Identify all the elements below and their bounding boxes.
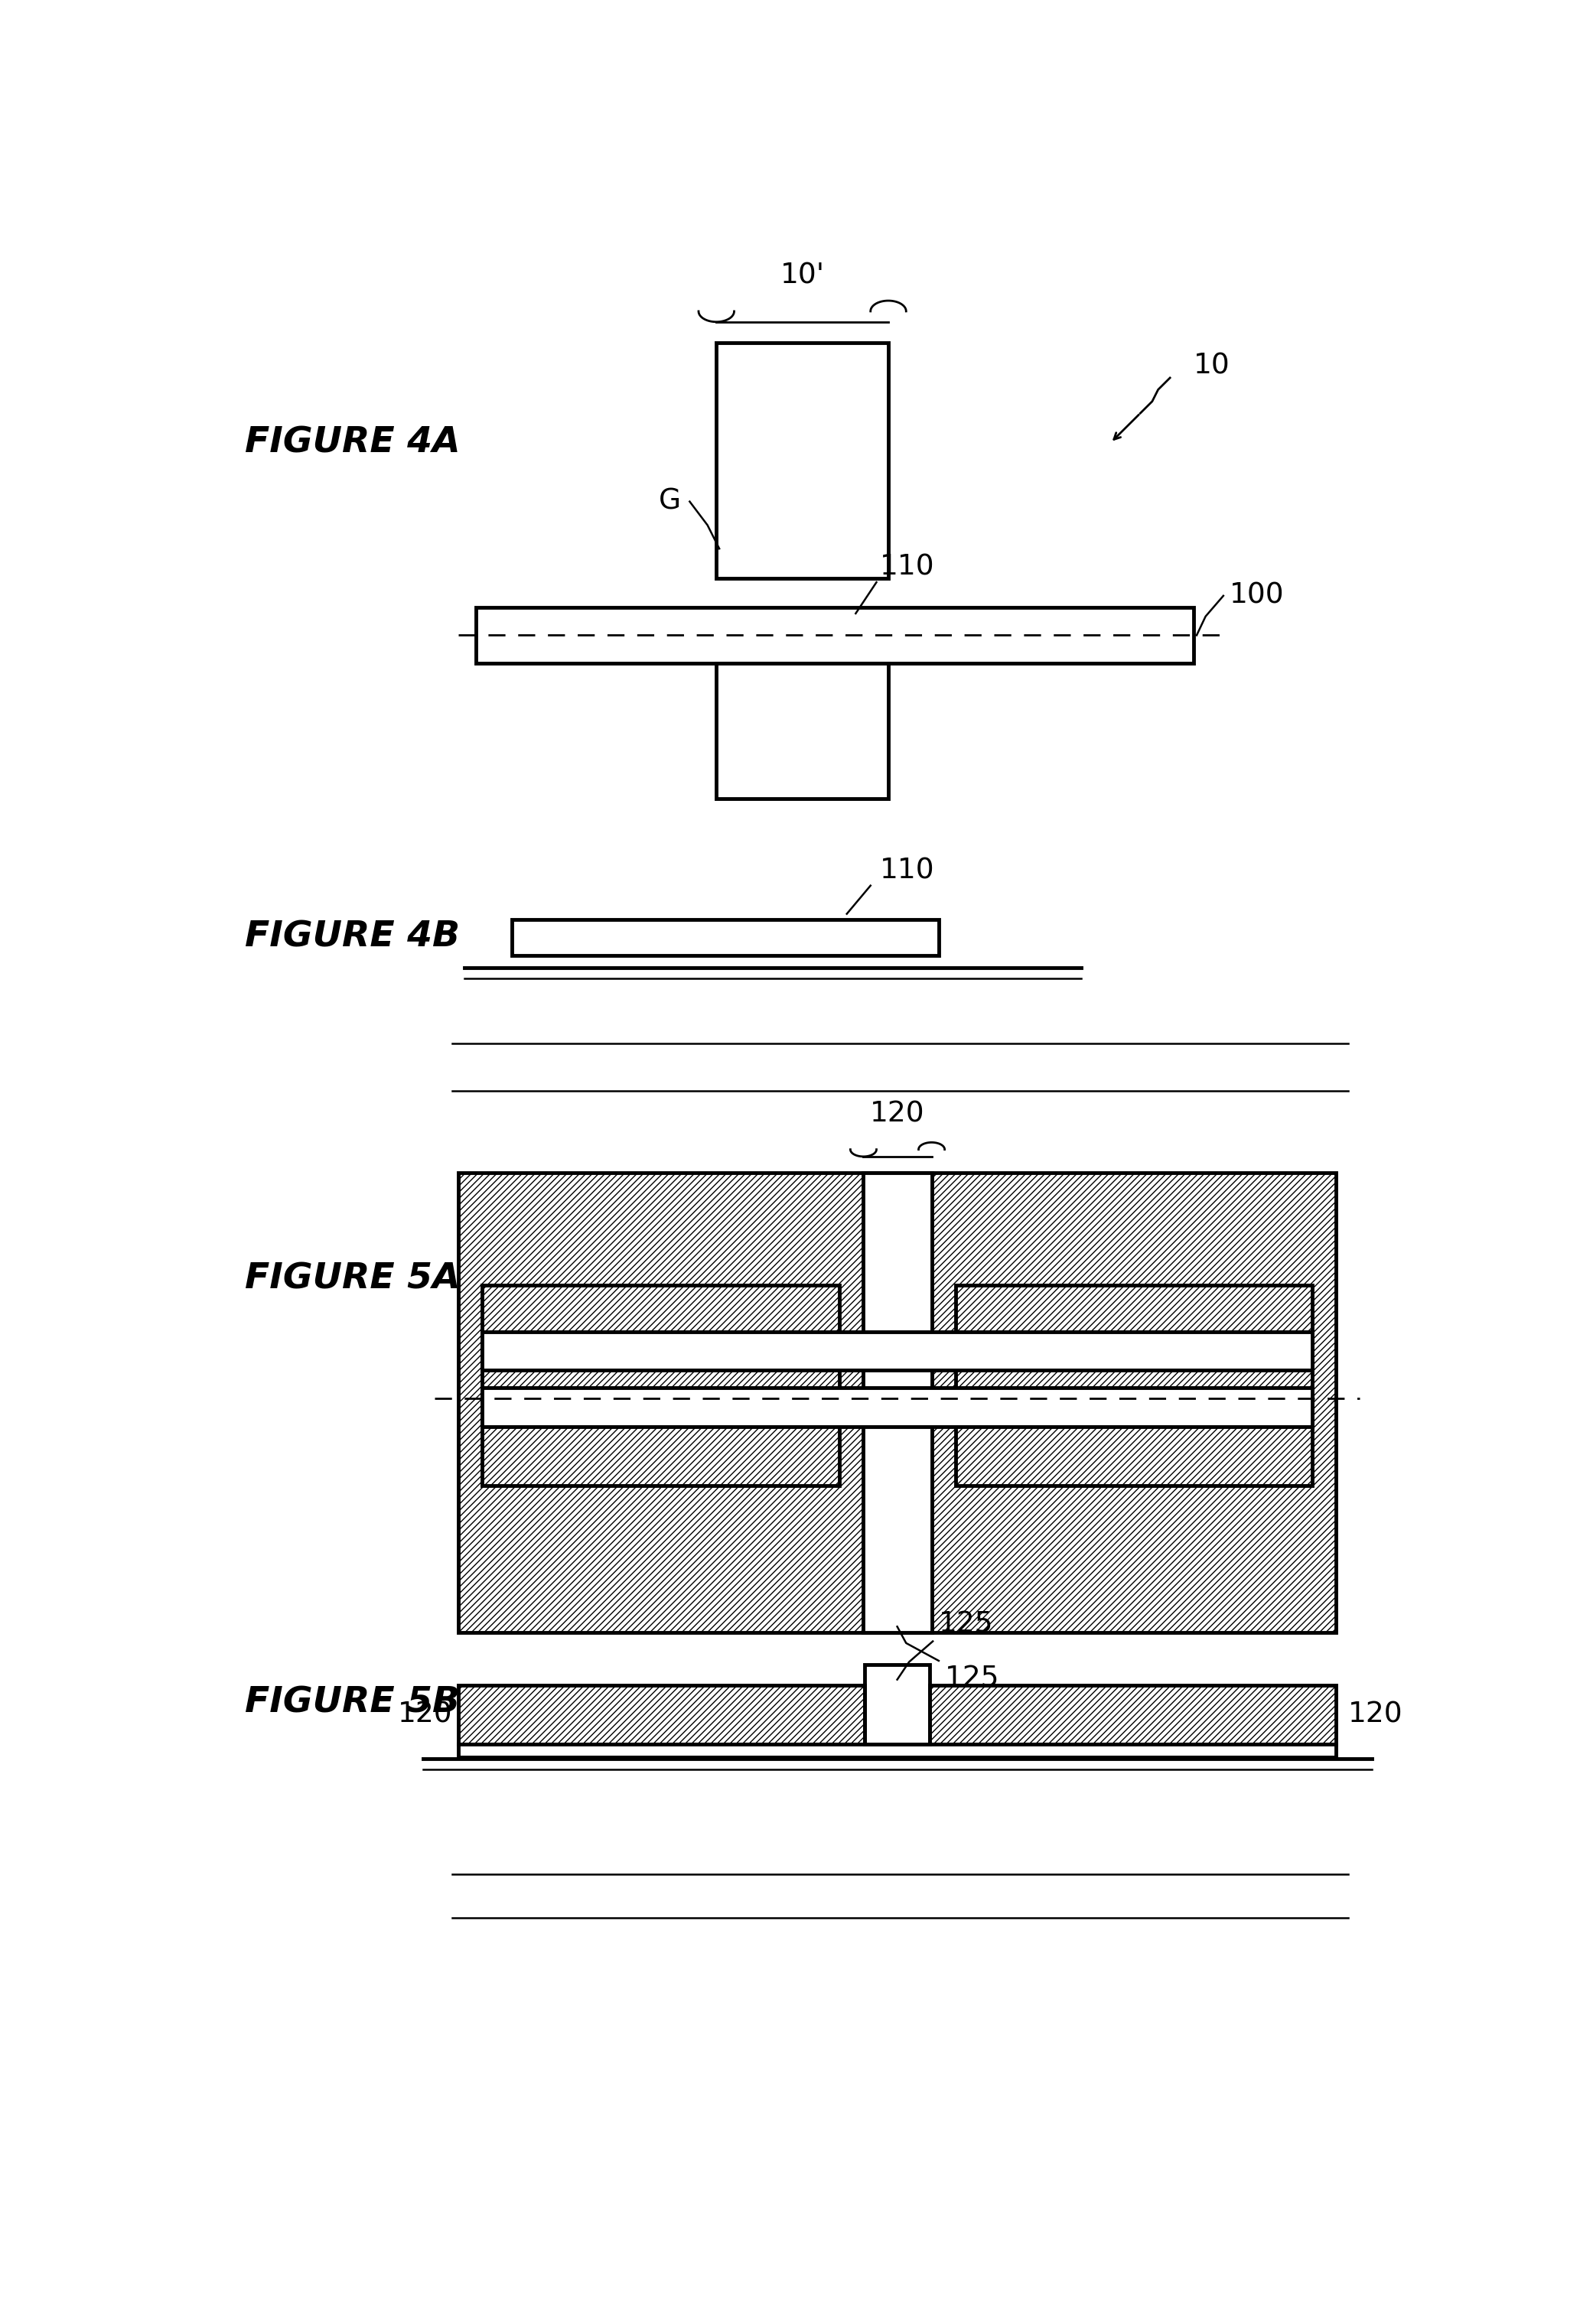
Bar	[864, 1664, 929, 1745]
Bar	[716, 665, 888, 799]
Text: 110: 110	[880, 553, 934, 581]
Text: 110: 110	[880, 858, 934, 885]
Bar	[956, 1285, 1313, 1485]
Text: FIGURE 4A: FIGURE 4A	[245, 425, 460, 460]
Bar	[512, 920, 939, 955]
Bar	[482, 1332, 1313, 1371]
Text: G: G	[659, 488, 681, 516]
Text: 100: 100	[1229, 581, 1285, 609]
Text: 120: 120	[871, 1102, 924, 1127]
Text: FIGURE 5A: FIGURE 5A	[245, 1262, 460, 1297]
Bar	[482, 1285, 839, 1485]
Bar	[482, 1387, 1313, 1427]
Text: 125: 125	[945, 1664, 1000, 1692]
Bar	[458, 1745, 1337, 1757]
Bar	[476, 607, 1194, 665]
Text: 125: 125	[939, 1611, 994, 1638]
Bar	[458, 1685, 864, 1745]
Text: 10': 10'	[781, 263, 825, 290]
Bar	[929, 1685, 1337, 1745]
Text: FIGURE 4B: FIGURE 4B	[245, 920, 460, 955]
Bar	[458, 1174, 1337, 1631]
Text: FIGURE 5B: FIGURE 5B	[245, 1685, 460, 1720]
Text: 120: 120	[398, 1701, 452, 1729]
Text: 120: 120	[1348, 1701, 1403, 1729]
Text: 10: 10	[1194, 353, 1231, 379]
Bar	[716, 342, 888, 579]
Bar	[863, 1174, 932, 1631]
